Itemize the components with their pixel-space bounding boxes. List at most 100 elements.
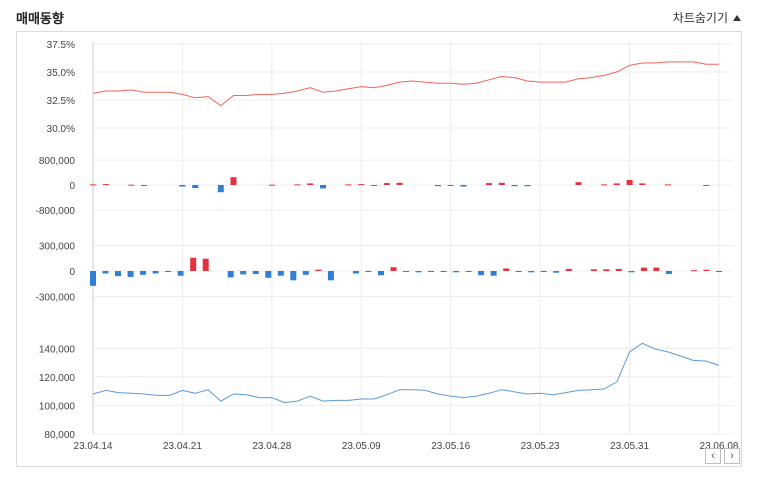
bar [152, 271, 159, 274]
bar [403, 271, 409, 272]
bar [565, 268, 572, 271]
bar [327, 271, 334, 281]
bar [177, 271, 184, 276]
bar [165, 271, 172, 272]
bar [307, 183, 314, 185]
x-tick-label: 23.04.21 [163, 441, 202, 452]
bar [294, 184, 301, 186]
y-tick-label: -300,000 [36, 292, 76, 303]
bar [590, 269, 597, 271]
bar [490, 271, 497, 276]
bar [371, 185, 378, 186]
bar [240, 271, 247, 275]
bar [703, 269, 710, 271]
ratio-line [92, 61, 719, 107]
y-tick-label: 30.0% [47, 124, 75, 135]
bar [428, 271, 434, 272]
bar [465, 271, 472, 272]
bar [320, 185, 326, 189]
bar [640, 267, 647, 271]
y-tick-label: 0 [69, 267, 75, 278]
bar [383, 183, 390, 185]
bar [460, 185, 467, 187]
y-tick-label: -800,000 [36, 206, 76, 217]
bar [352, 271, 359, 274]
bar [415, 271, 422, 273]
x-tick-label: 23.05.16 [431, 441, 470, 452]
bar [345, 184, 352, 186]
bar [603, 269, 610, 271]
y-tick-label: 120,000 [39, 373, 76, 384]
bar [515, 271, 522, 272]
bar [453, 271, 460, 273]
y-tick-label: 32.5% [47, 96, 75, 107]
next-button[interactable]: › [724, 448, 740, 464]
bar [498, 182, 505, 185]
y-tick-label: 0 [69, 181, 75, 192]
bar [486, 183, 492, 185]
bar [252, 271, 259, 274]
bar [615, 268, 622, 271]
bar [528, 271, 535, 273]
y-tick-label: 300,000 [39, 242, 76, 253]
bar [290, 271, 297, 281]
bar [434, 185, 441, 187]
bar [639, 183, 646, 185]
y-tick-label: 37.5% [47, 40, 75, 51]
x-tick-label: 23.04.28 [252, 441, 291, 452]
y-tick-label: 800,000 [39, 156, 76, 167]
y-tick-label: 80,000 [44, 430, 75, 441]
bar [302, 271, 309, 275]
bar [190, 257, 197, 271]
chart-hide-label: 차트숨기기 [672, 11, 728, 25]
x-tick-label: 23.05.31 [610, 441, 649, 452]
bar [378, 271, 384, 276]
bar [524, 185, 531, 187]
page-title: 매매동향 [16, 11, 64, 26]
x-tick-label: 23.06.08 [700, 441, 739, 452]
bar [691, 270, 697, 272]
y-tick-label: 140,000 [39, 344, 76, 355]
x-tick-label: 23.04.14 [74, 441, 113, 452]
bar [268, 184, 275, 186]
bar [102, 184, 109, 186]
bar [390, 267, 397, 271]
y-tick-label: 100,000 [39, 401, 76, 412]
bar [716, 271, 722, 272]
bar [478, 271, 485, 276]
y-tick-label: 35.0% [47, 68, 75, 79]
bar [664, 184, 671, 186]
bar [115, 271, 121, 277]
bar [365, 271, 372, 272]
bar [192, 185, 199, 189]
bar [90, 184, 96, 186]
bar [127, 271, 134, 277]
x-tick-label: 23.05.09 [342, 441, 381, 452]
bar [665, 271, 672, 274]
bar [440, 271, 447, 272]
bar [626, 180, 633, 185]
chart-panel [16, 31, 742, 467]
bar [141, 185, 148, 186]
bar [265, 271, 272, 278]
bar [128, 184, 135, 186]
price-line [92, 342, 720, 404]
chart-hide-toggle[interactable]: 차트숨기기 [673, 9, 741, 26]
bar [601, 184, 607, 186]
x-tick-label: 23.05.23 [521, 441, 560, 452]
bar [511, 185, 518, 187]
bar [358, 184, 365, 186]
bar [540, 271, 547, 272]
bar [102, 271, 109, 274]
prev-button[interactable]: ‹ [705, 448, 721, 464]
bar [703, 185, 710, 186]
bar [217, 185, 224, 193]
bar [628, 271, 635, 273]
bar [227, 271, 234, 278]
bar [315, 269, 322, 271]
bar [396, 182, 403, 185]
caret-up-icon [733, 14, 741, 21]
bar [503, 268, 510, 271]
bar [575, 182, 582, 185]
